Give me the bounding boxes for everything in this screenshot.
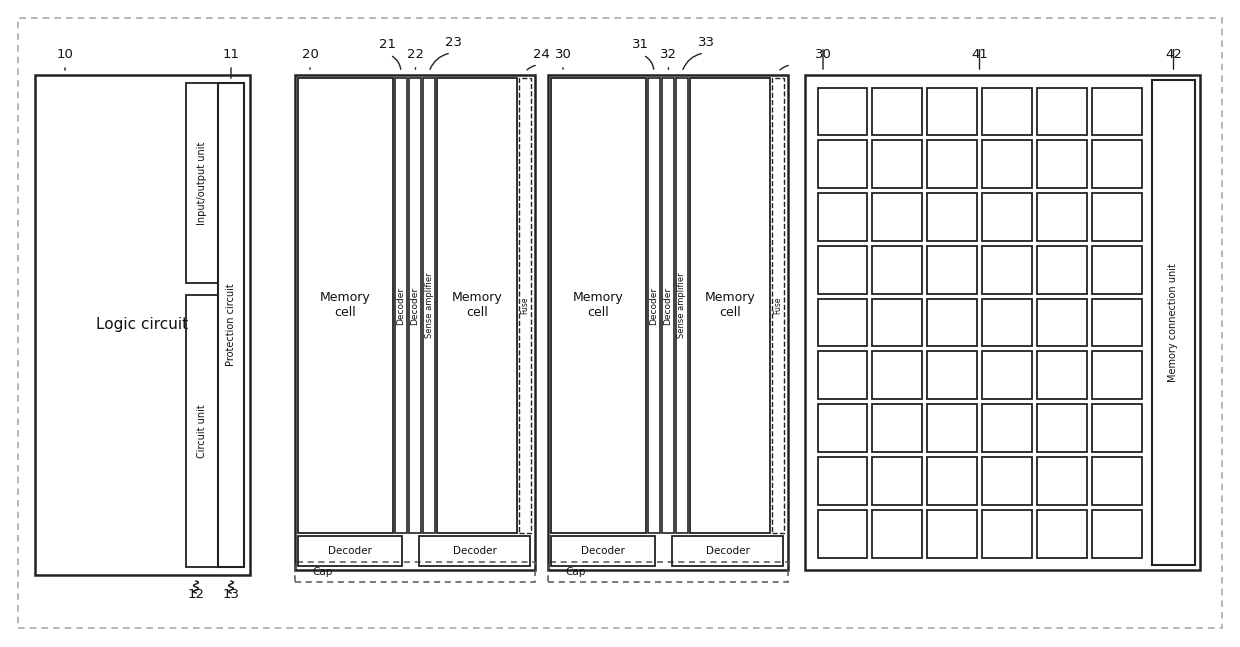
Text: 21: 21 <box>378 39 396 52</box>
Text: 22: 22 <box>407 49 424 61</box>
Text: Sense amplifier: Sense amplifier <box>677 272 687 338</box>
Text: Sense amplifier: Sense amplifier <box>424 272 434 338</box>
Text: Decoder: Decoder <box>410 287 419 325</box>
Text: 30: 30 <box>815 49 832 61</box>
Text: Decoder: Decoder <box>706 546 749 556</box>
Text: 23: 23 <box>444 36 461 50</box>
Text: Decoder: Decoder <box>329 546 372 556</box>
Text: 13: 13 <box>222 589 239 602</box>
Text: 33: 33 <box>697 36 714 50</box>
Text: Cap: Cap <box>565 567 587 577</box>
Text: Memory
cell: Memory cell <box>573 292 624 320</box>
Text: 32: 32 <box>660 49 677 61</box>
Text: 20: 20 <box>301 49 319 61</box>
Text: Memory
cell: Memory cell <box>320 292 371 320</box>
Text: 30: 30 <box>554 49 572 61</box>
Text: Decoder: Decoder <box>453 546 496 556</box>
Text: Decoder: Decoder <box>650 287 658 325</box>
Text: Memory
cell: Memory cell <box>451 292 502 320</box>
Text: Decoder: Decoder <box>582 546 625 556</box>
Text: 31: 31 <box>631 39 649 52</box>
Text: Fuse: Fuse <box>521 297 529 314</box>
Text: Protection circuit: Protection circuit <box>226 283 236 366</box>
Text: Fuse: Fuse <box>774 297 782 314</box>
Text: Cap: Cap <box>312 567 334 577</box>
Text: Circuit unit: Circuit unit <box>197 404 207 458</box>
Text: Memory
cell: Memory cell <box>704 292 755 320</box>
Text: Memory connection unit: Memory connection unit <box>1168 263 1178 382</box>
Text: Decoder: Decoder <box>663 287 672 325</box>
Text: Input/output unit: Input/output unit <box>197 141 207 225</box>
Text: 10: 10 <box>57 49 73 61</box>
Text: Decoder: Decoder <box>397 287 405 325</box>
Text: 41: 41 <box>971 49 988 61</box>
Text: 42: 42 <box>1166 49 1182 61</box>
Text: 24: 24 <box>532 49 549 61</box>
Text: Logic circuit: Logic circuit <box>97 318 188 333</box>
Text: 12: 12 <box>187 589 205 602</box>
Text: 11: 11 <box>222 49 239 61</box>
